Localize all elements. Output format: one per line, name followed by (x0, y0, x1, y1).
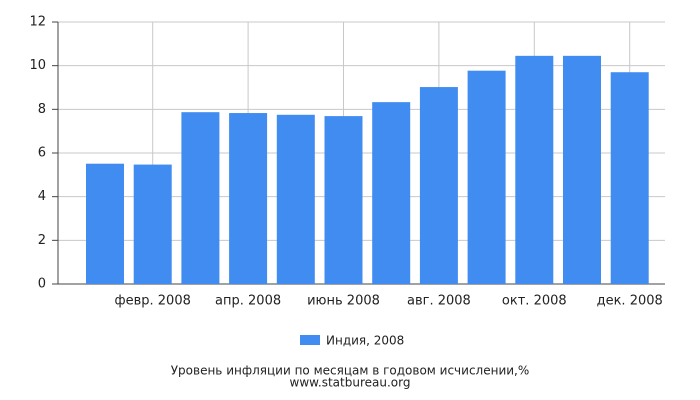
bar (324, 116, 363, 284)
x-tick-label: июнь 2008 (307, 294, 380, 309)
legend-label: Индия, 2008 (326, 334, 404, 348)
x-tick-label: дек. 2008 (597, 294, 663, 309)
bar (276, 114, 315, 285)
bar (372, 102, 411, 285)
bar (229, 113, 268, 284)
x-tick-label: авг. 2008 (407, 294, 471, 309)
y-tick-label: 4 (38, 189, 46, 204)
chart-title: Уровень инфляции по месяцам в годовом ис… (171, 364, 530, 378)
y-tick-label: 10 (29, 58, 46, 73)
y-tick-label: 0 (38, 277, 46, 292)
bar (515, 55, 554, 284)
y-tick-label: 12 (29, 15, 46, 30)
bar (467, 70, 506, 285)
bar (563, 55, 601, 284)
bar (181, 112, 220, 285)
bar (610, 72, 649, 284)
y-tick-label: 8 (38, 102, 46, 117)
x-tick-label: февр. 2008 (115, 294, 191, 309)
y-tick-label: 6 (38, 146, 46, 161)
chart-subtitle: www.statbureau.org (290, 376, 411, 390)
bar (419, 87, 458, 285)
x-tick-label: окт. 2008 (502, 294, 567, 309)
y-tick-label: 2 (38, 233, 46, 248)
bar (86, 163, 124, 284)
bar (133, 164, 172, 284)
x-tick-label: апр. 2008 (215, 294, 281, 309)
legend-swatch (300, 335, 320, 345)
